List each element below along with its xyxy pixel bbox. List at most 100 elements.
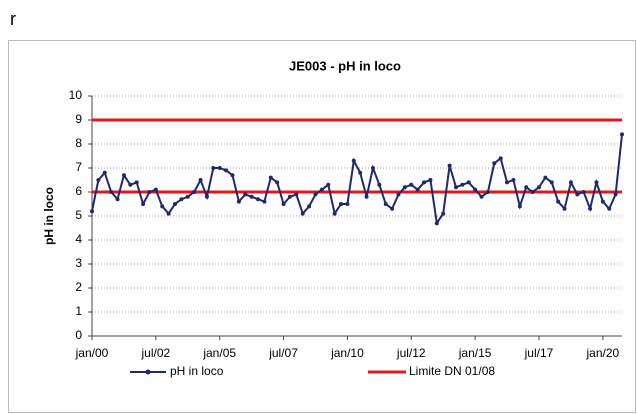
legend-label: pH in loco [170, 364, 224, 378]
data-point [594, 180, 599, 185]
data-point [326, 182, 331, 187]
data-point [313, 192, 318, 197]
data-point [268, 175, 273, 180]
data-point [466, 180, 471, 185]
data-point [556, 199, 561, 204]
data-point [109, 190, 114, 194]
data-point [166, 211, 171, 216]
data-point [415, 187, 420, 192]
page-heading: r [10, 9, 16, 29]
data-point [192, 190, 197, 194]
data-point [339, 202, 344, 206]
data-point [524, 185, 529, 190]
data-point [358, 170, 363, 175]
legend-label: Limite DN 01/08 [409, 364, 495, 378]
data-point [102, 170, 107, 175]
data-point [160, 204, 165, 209]
y-tick-label: 8 [75, 136, 82, 150]
data-point [307, 204, 312, 209]
data-point [96, 178, 101, 182]
data-point [204, 194, 209, 199]
data-point [428, 178, 433, 182]
data-point [447, 163, 452, 168]
data-point [224, 168, 229, 173]
data-point [294, 192, 299, 197]
data-point [588, 206, 593, 211]
legend-marker [145, 369, 151, 375]
data-point [453, 185, 458, 190]
x-tick-label: jul/02 [141, 346, 171, 360]
y-tick-label: 6 [75, 184, 82, 198]
data-point [568, 180, 573, 185]
data-point [173, 202, 178, 206]
data-point [549, 180, 554, 185]
y-tick-label: 1 [75, 304, 82, 318]
x-tick-label: jul/17 [524, 346, 554, 360]
y-tick-label: 2 [75, 280, 82, 294]
data-point [198, 178, 203, 182]
data-point [383, 202, 388, 206]
x-tick-label: jan/05 [202, 346, 236, 360]
data-point [90, 209, 94, 214]
y-tick-label: 0 [75, 328, 82, 342]
y-axis-label: pH in loco [42, 187, 56, 245]
data-point [211, 166, 216, 170]
x-tick-label: jan/15 [458, 346, 492, 360]
data-point [409, 182, 414, 187]
data-point [115, 197, 120, 202]
data-point [607, 206, 612, 211]
data-point [498, 156, 503, 161]
data-point [536, 185, 541, 190]
data-point [402, 185, 407, 190]
data-point [492, 161, 497, 166]
data-point [147, 190, 152, 194]
y-tick-label: 10 [69, 88, 83, 102]
data-point [396, 192, 401, 197]
chart-title: JE003 - pH in loco [289, 58, 401, 73]
data-point [262, 199, 267, 204]
data-point [613, 192, 618, 197]
x-tick-label: jan/00 [75, 346, 109, 360]
data-point [300, 211, 305, 216]
x-tick-label: jan/10 [330, 346, 364, 360]
data-point [128, 182, 133, 187]
data-point [281, 202, 286, 206]
data-point [543, 175, 548, 180]
data-point [364, 194, 369, 199]
data-point [600, 199, 605, 204]
data-point [441, 211, 446, 216]
x-tick-label: jul/12 [396, 346, 426, 360]
data-point [460, 182, 465, 187]
data-point [485, 190, 490, 194]
data-point [217, 166, 222, 170]
data-point [479, 194, 484, 199]
data-point [505, 180, 510, 185]
data-point [351, 158, 356, 163]
data-point [620, 132, 624, 137]
data-point [236, 199, 241, 204]
data-point [230, 173, 235, 178]
data-point [153, 187, 158, 192]
data-point [185, 194, 190, 199]
data-point [256, 197, 261, 202]
data-point [377, 182, 382, 187]
data-point [530, 190, 535, 194]
data-point [345, 202, 350, 206]
data-point [434, 221, 439, 226]
data-point [517, 204, 522, 209]
y-tick-label: 4 [75, 232, 82, 246]
data-point [511, 178, 516, 182]
y-tick-label: 7 [75, 160, 82, 174]
data-point [179, 197, 184, 202]
data-point [422, 180, 427, 185]
data-point [390, 206, 395, 211]
x-tick-label: jan/20 [585, 346, 619, 360]
data-point [134, 180, 139, 185]
data-point [243, 192, 248, 197]
data-point [249, 194, 254, 199]
y-tick-label: 5 [75, 208, 82, 222]
data-point [370, 166, 375, 170]
y-tick-label: 3 [75, 256, 82, 270]
data-point [275, 180, 280, 185]
